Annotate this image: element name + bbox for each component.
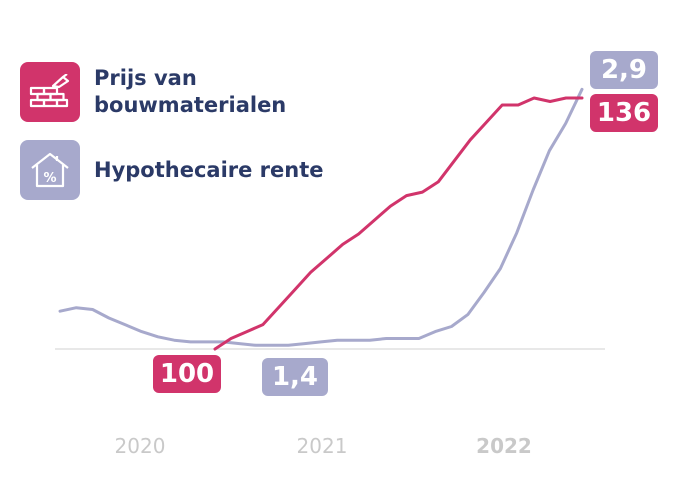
legend-label-bouwmaterialen: Prijs van bouwmaterialen bbox=[94, 65, 286, 119]
house-percent-icon: % bbox=[20, 140, 80, 200]
legend-item-bouwmaterialen: Prijs van bouwmaterialen bbox=[20, 62, 286, 122]
legend-label-line2: bouwmaterialen bbox=[94, 93, 287, 117]
legend-label-line1: Hypothecaire rente bbox=[94, 157, 324, 182]
start-label-rente: 1,4 bbox=[262, 358, 328, 396]
brick-wall-trowel-icon bbox=[20, 62, 80, 122]
svg-text:%: % bbox=[43, 171, 56, 186]
series-line-rente bbox=[58, 87, 584, 347]
legend-item-rente: % Hypothecaire rente bbox=[20, 140, 324, 200]
start-label-bouwmaterialen: 100 bbox=[153, 355, 221, 393]
end-label-rente: 2,9 bbox=[590, 51, 658, 89]
end-label-bouwmaterialen: 136 bbox=[590, 94, 658, 132]
x-tick-label: 2021 bbox=[296, 434, 348, 458]
x-tick-label: 2020 bbox=[114, 434, 166, 458]
legend-label-rente: Hypothecaire rente bbox=[94, 157, 324, 184]
x-tick-label: 2022 bbox=[476, 434, 532, 458]
series-line-bouwmaterialen bbox=[213, 96, 584, 351]
legend-label-line1: Prijs van bbox=[94, 66, 197, 90]
